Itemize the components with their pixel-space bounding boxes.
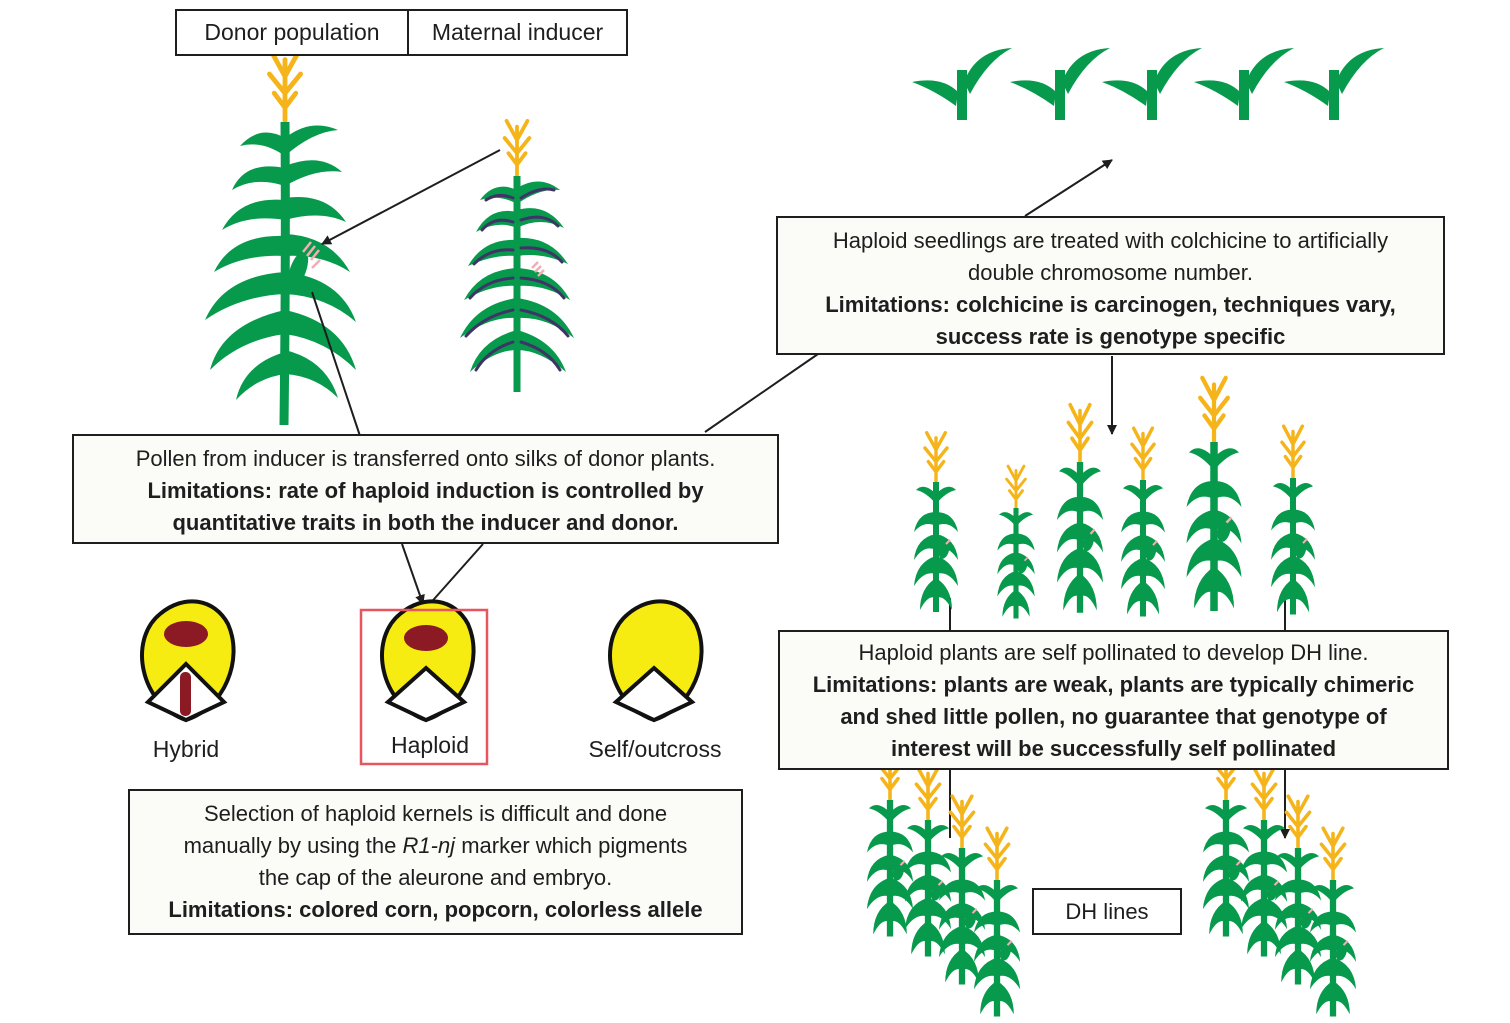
hybrid-label: Hybrid xyxy=(152,736,220,762)
dh-line-cluster-right xyxy=(1203,748,1356,1016)
seedlings xyxy=(912,48,1384,120)
pollination-limitation-2: quantitative traits in both the inducer … xyxy=(172,510,679,535)
r1-nj-marker: R1-nj xyxy=(402,833,456,858)
selection-line-3: the cap of the aleurone and embryo. xyxy=(258,865,613,890)
selection-line-2: manually by using the R1-nj marker which… xyxy=(130,830,741,862)
dh-line-cluster-left xyxy=(867,748,1020,1016)
inducer-plant xyxy=(460,118,574,392)
kernel-haploid xyxy=(380,599,476,723)
colchicine-limitation-1: Limitations: colchicine is carcinogen, t… xyxy=(825,292,1396,317)
kernel-hybrid xyxy=(140,599,236,723)
self-outcross-label: Self/outcross xyxy=(588,736,722,762)
colchicine-text-2: double chromosome number. xyxy=(968,260,1253,285)
pollination-step-box: Pollen from inducer is transferred onto … xyxy=(72,434,779,544)
selection-line-2-post: marker which pigments xyxy=(455,833,688,858)
selection-line-2-pre: manually by using the xyxy=(183,833,403,858)
haploid-selection-frame xyxy=(359,608,489,766)
dh-lines-label: DH lines xyxy=(1032,888,1182,935)
haploid-to-colchicine-line xyxy=(426,353,819,608)
self-pollination-step-box: Haploid plants are self pollinated to de… xyxy=(778,630,1449,770)
self-pollination-limitation-1: Limitations: plants are weak, plants are… xyxy=(812,672,1415,697)
selection-limitations: Limitations: colored corn, popcorn, colo… xyxy=(168,897,703,922)
colchicine-text-1: Haploid seedlings are treated with colch… xyxy=(832,228,1389,253)
haploid-plants xyxy=(914,378,1315,619)
haploid-label: Haploid xyxy=(391,732,469,758)
pollination-text: Pollen from inducer is transferred onto … xyxy=(135,446,716,471)
self-pollination-limitation-2: and shed little pollen, no guarantee tha… xyxy=(840,704,1387,729)
to-kernels-arrow xyxy=(401,543,425,605)
donor-population-label: Donor population xyxy=(175,9,409,56)
colchicine-limitation-2: success rate is genotype specific xyxy=(935,324,1286,349)
to-seedlings-arrow xyxy=(1024,159,1113,217)
donor-plant xyxy=(205,52,356,426)
self-pollination-text: Haploid plants are self pollinated to de… xyxy=(858,640,1369,665)
selection-line-1: Selection of haploid kernels is difficul… xyxy=(203,801,668,826)
pollination-limitation-1: Limitations: rate of haploid induction i… xyxy=(147,478,704,503)
selection-step-box: Selection of haploid kernels is difficul… xyxy=(128,789,743,935)
plants-connector xyxy=(949,598,1286,630)
donor-connector xyxy=(311,291,361,437)
pollen-transfer-arrow xyxy=(321,149,501,245)
kernel-self-outcross xyxy=(608,599,704,723)
maternal-inducer-label: Maternal inducer xyxy=(407,9,628,56)
to-dh-lines-arrows xyxy=(949,770,1285,838)
self-pollination-limitation-3: interest will be successfully self polli… xyxy=(890,736,1337,761)
colchicine-step-box: Haploid seedlings are treated with colch… xyxy=(776,216,1445,355)
